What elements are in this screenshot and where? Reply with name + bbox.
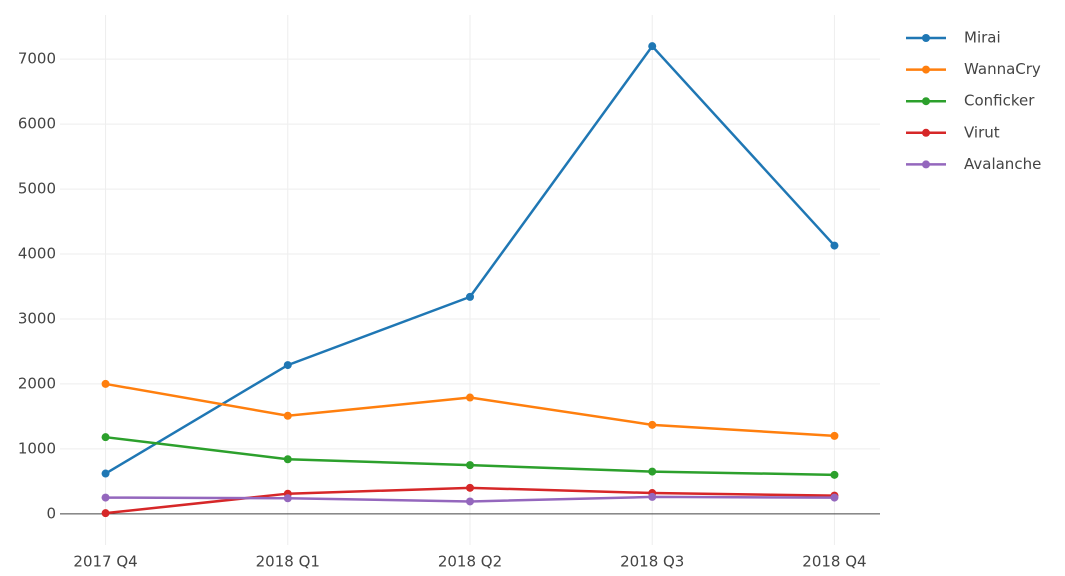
legend-marker <box>922 97 930 106</box>
data-point <box>101 469 110 478</box>
y-tick-label: 4000 <box>18 245 56 263</box>
data-point <box>283 361 292 370</box>
data-point <box>283 455 292 464</box>
legend-label: Conficker <box>964 92 1035 110</box>
data-point <box>648 492 657 501</box>
data-point <box>648 42 657 51</box>
legend-marker <box>922 128 930 137</box>
x-tick-label: 2018 Q2 <box>438 553 502 571</box>
y-tick-label: 0 <box>46 504 56 522</box>
y-tick-label: 6000 <box>18 115 56 133</box>
y-tick-label: 1000 <box>18 439 56 457</box>
data-point <box>648 467 657 476</box>
y-tick-label: 3000 <box>18 309 56 327</box>
x-tick-label: 2018 Q3 <box>620 553 684 571</box>
data-point <box>101 509 110 518</box>
data-point <box>283 494 292 503</box>
x-tick-label: 2018 Q1 <box>256 553 320 571</box>
data-point <box>830 470 839 479</box>
legend-label: WannaCry <box>964 60 1041 78</box>
data-point <box>466 497 474 506</box>
legend-label: Virut <box>964 123 1000 141</box>
y-tick-label: 7000 <box>18 50 56 68</box>
x-tick-label: 2017 Q4 <box>73 553 137 571</box>
data-point <box>830 431 839 440</box>
data-point <box>101 493 110 502</box>
x-tick-label: 2018 Q4 <box>802 553 866 571</box>
data-point <box>830 241 839 250</box>
data-point <box>466 461 474 470</box>
data-point <box>466 483 474 492</box>
legend-marker <box>922 65 930 74</box>
data-point <box>466 292 474 301</box>
legend-marker <box>922 34 930 42</box>
legend-label: Mirai <box>964 29 1001 47</box>
data-point <box>283 411 292 420</box>
data-point <box>648 420 657 429</box>
data-point <box>830 493 839 502</box>
legend-marker <box>922 160 930 169</box>
data-point <box>101 379 110 388</box>
data-point <box>466 393 474 402</box>
y-tick-label: 2000 <box>18 374 56 392</box>
legend-label: Avalanche <box>964 155 1041 173</box>
y-tick-label: 5000 <box>18 180 56 198</box>
data-point <box>101 433 110 442</box>
